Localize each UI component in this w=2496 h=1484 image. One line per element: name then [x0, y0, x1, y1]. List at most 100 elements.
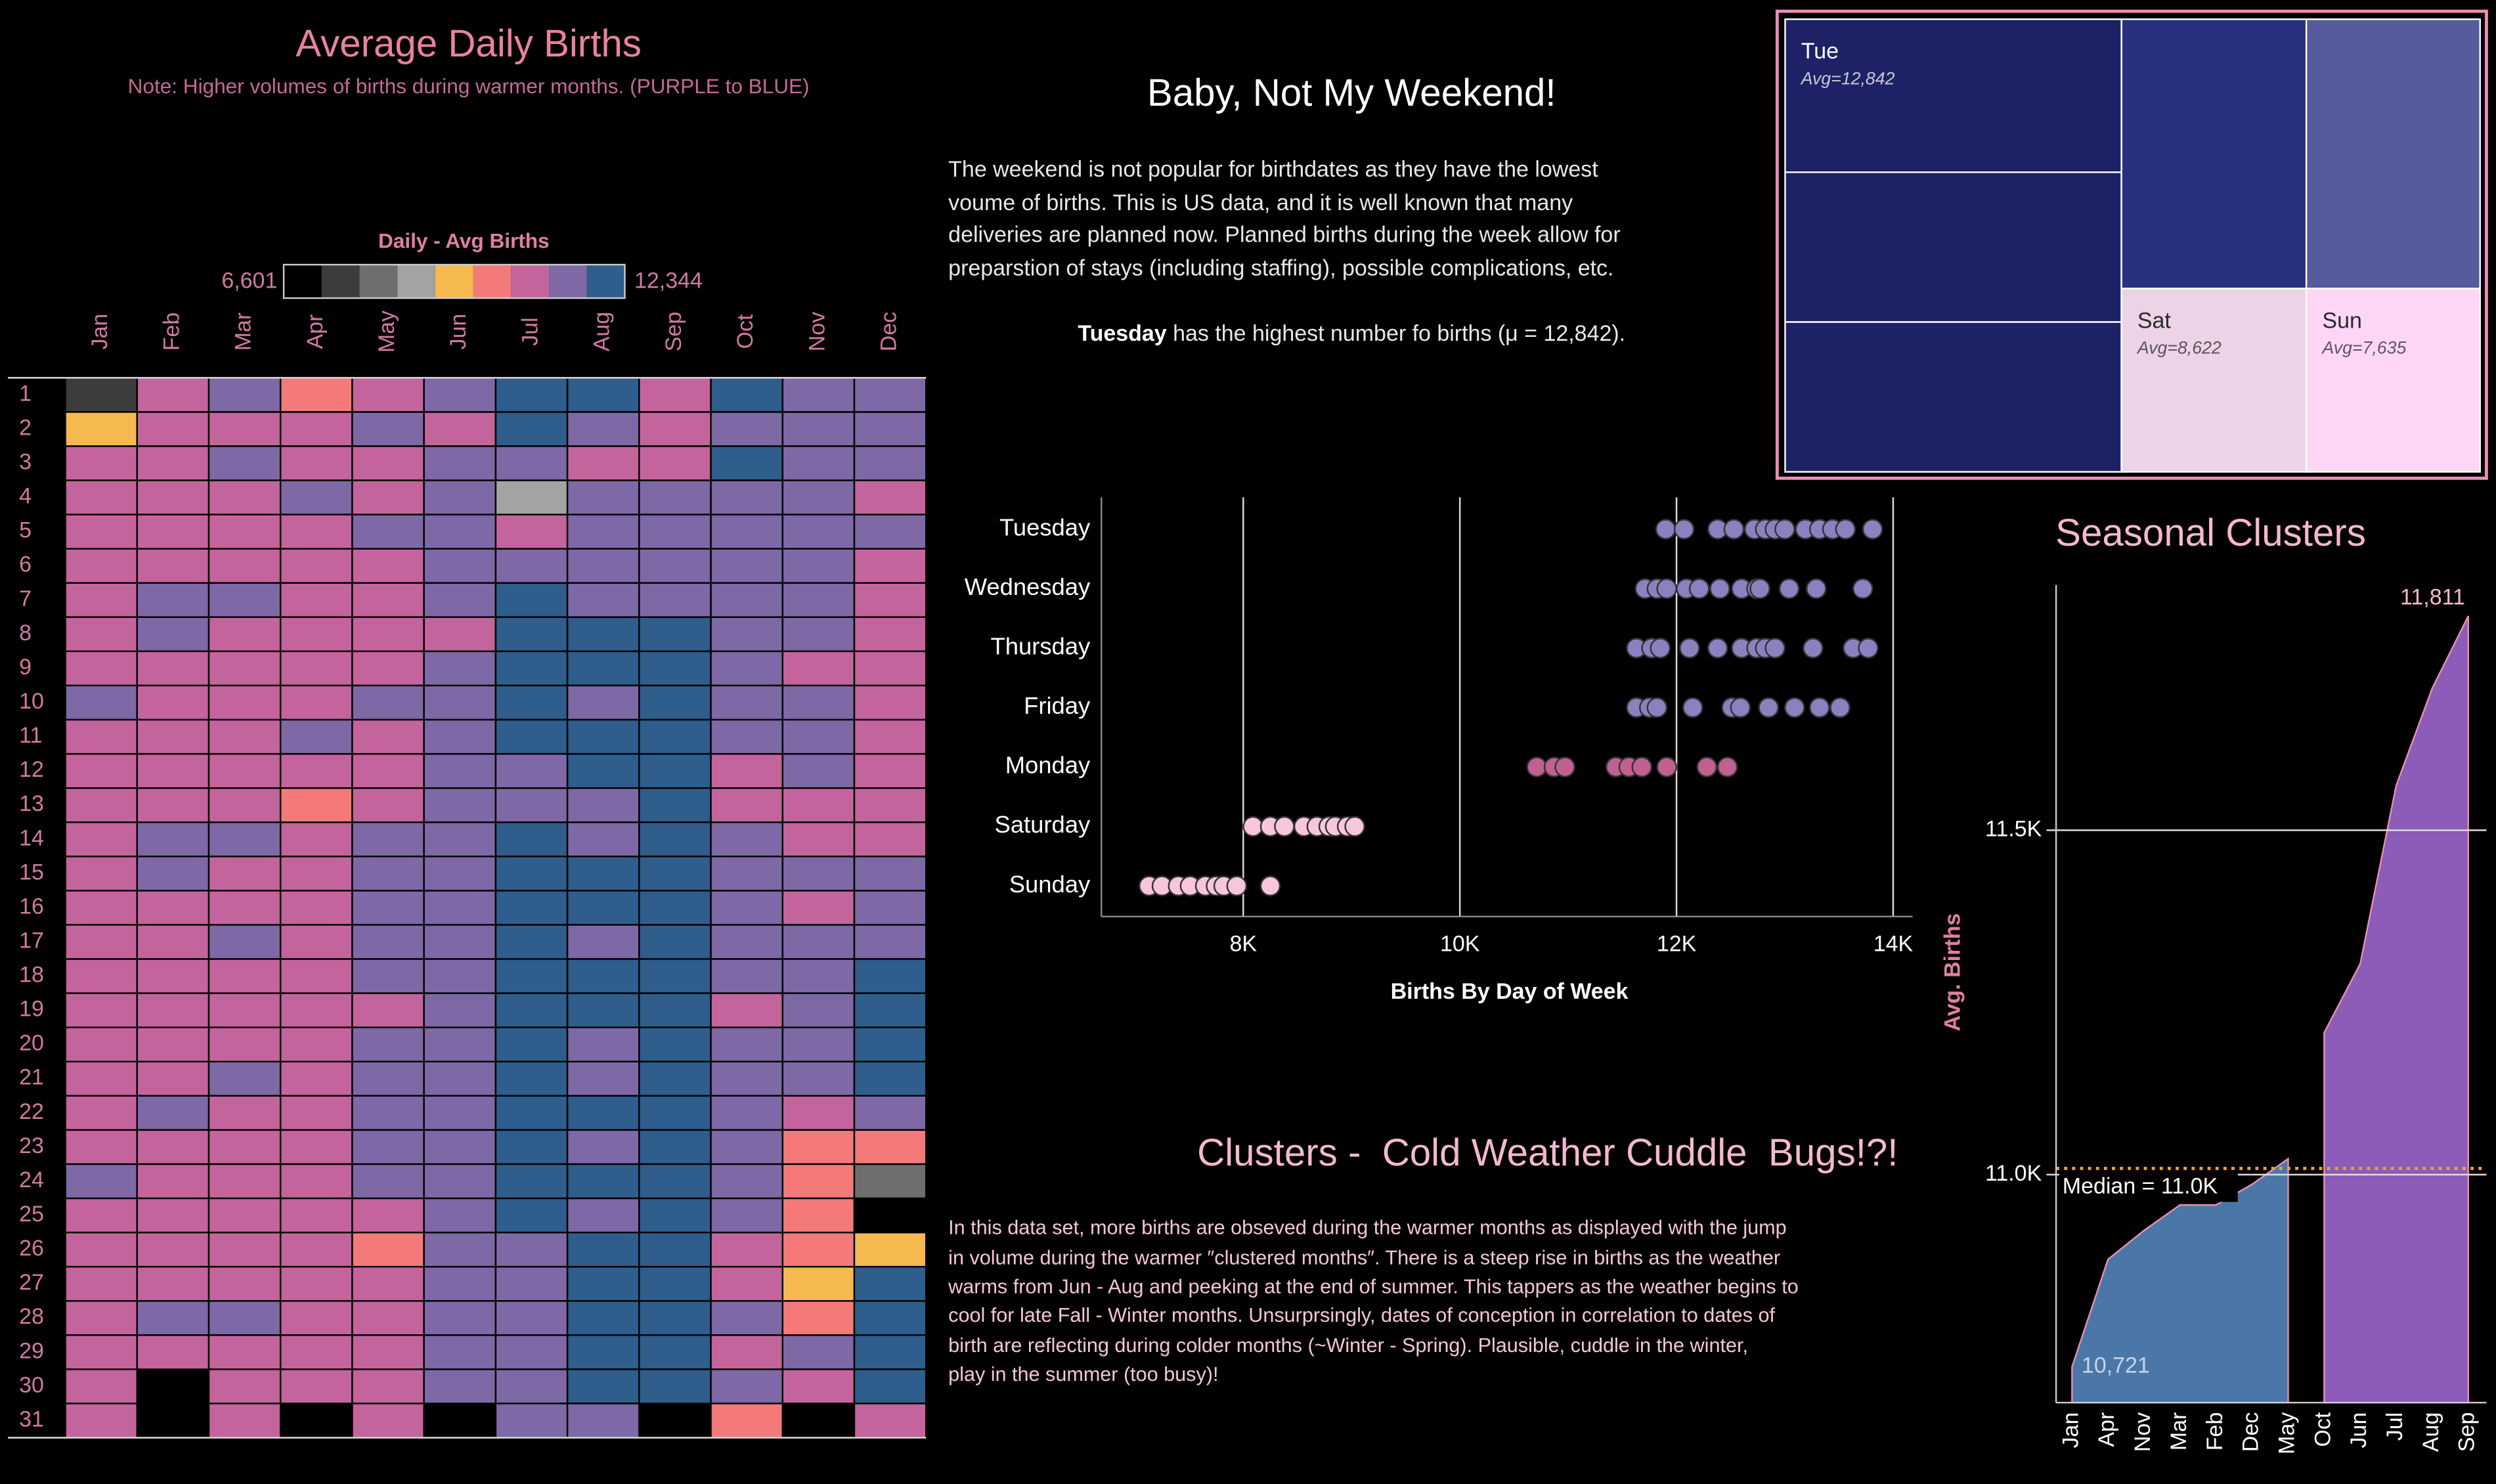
- heat-cell: [279, 513, 353, 550]
- heat-cell: [351, 548, 425, 584]
- treemap-tile: [1784, 171, 2122, 323]
- x-tick-label: Mar: [2166, 1412, 2191, 1451]
- heat-cell: [494, 753, 569, 789]
- heat-cell: [566, 1265, 640, 1302]
- heat-cell: [781, 445, 856, 481]
- dot: [1673, 519, 1695, 540]
- heat-cell: [423, 1163, 497, 1200]
- heat-cell: [208, 890, 282, 926]
- x-tick-label: Jul: [2382, 1412, 2407, 1441]
- x-axis-title: Births By Day of Week: [1391, 979, 1629, 1004]
- heat-cell: [423, 787, 497, 823]
- heat-cell: [638, 616, 712, 653]
- heat-cell: [853, 924, 927, 960]
- heat-cell: [136, 718, 210, 755]
- heat-cell: [423, 1060, 497, 1097]
- tile-value: Avg=7,635: [2321, 338, 2406, 358]
- heat-cell: [566, 1163, 640, 1200]
- heat-cell: [208, 1197, 282, 1234]
- heat-cell: [351, 856, 425, 892]
- heat-cell: [423, 958, 497, 994]
- heat-cell: [781, 684, 856, 721]
- legend-swatch: [586, 265, 625, 299]
- heat-cell: [566, 377, 640, 413]
- heat-cell: [279, 445, 353, 481]
- heat-cell: [208, 513, 282, 550]
- heat-cell: [136, 1231, 210, 1268]
- heat-cell: [853, 821, 927, 858]
- heat-cell: [64, 1129, 138, 1166]
- heat-cell: [279, 1163, 353, 1200]
- heat-cell: [710, 1334, 783, 1370]
- y-tick-label: 25: [19, 1202, 44, 1227]
- heat-cell: [136, 582, 210, 619]
- heat-cell: [423, 856, 497, 892]
- heat-cell: [423, 1299, 497, 1336]
- clusters-line: play in the summer (too busy)!: [948, 1363, 1218, 1386]
- heat-cell: [423, 924, 497, 960]
- heat-cell: [64, 1368, 138, 1405]
- heat-cell: [423, 753, 497, 789]
- y-tick-label: 6: [19, 552, 32, 577]
- heat-cell: [494, 1095, 569, 1131]
- heat-cell: [279, 958, 353, 994]
- heat-cell: [279, 1231, 353, 1268]
- dot: [1717, 756, 1738, 777]
- legend-swatch: [321, 265, 360, 299]
- heat-cell: [566, 479, 640, 515]
- dot: [1730, 697, 1751, 718]
- heat-cell: [208, 1334, 282, 1370]
- heat-cell: [351, 616, 425, 653]
- dot: [1242, 816, 1263, 837]
- heat-cell: [279, 992, 353, 1028]
- y-tick-label: 23: [19, 1133, 44, 1158]
- x-tick-label: Dec: [877, 312, 902, 351]
- heat-cell: [781, 1060, 856, 1097]
- heat-cell: [853, 650, 927, 687]
- heat-cell: [208, 548, 282, 584]
- heat-cell: [279, 890, 353, 926]
- tile-label: Sun: [2322, 308, 2361, 333]
- heat-cell: [710, 718, 783, 755]
- heat-cell: [208, 684, 282, 721]
- heat-cell: [351, 1163, 425, 1200]
- story-line: The weekend is not popular for birthdate…: [948, 157, 1598, 182]
- heat-cell: [494, 992, 569, 1028]
- heat-cell: [423, 1231, 497, 1268]
- y-tick-label: 28: [19, 1304, 44, 1329]
- heat-cell: [136, 548, 210, 584]
- heat-cell: [351, 684, 425, 721]
- x-tick-label: Aug: [2419, 1412, 2443, 1452]
- y-axis-title: Avg. Births: [1940, 913, 1965, 1032]
- heat-cell: [136, 958, 210, 994]
- heat-cell: [208, 856, 282, 892]
- heat-cell: [494, 1231, 569, 1268]
- heat-cell: [279, 718, 353, 755]
- heat-cell: [279, 1060, 353, 1097]
- heat-cell: [351, 1197, 425, 1234]
- heat-cell: [638, 650, 712, 687]
- heat-cell: [64, 1163, 138, 1200]
- heat-cell: [64, 582, 138, 619]
- clusters-line: cool for late Fall - Winter months. Unsu…: [948, 1304, 1775, 1326]
- heat-cell: [136, 650, 210, 687]
- heat-cell: [710, 548, 783, 584]
- y-tick-label: 11: [19, 723, 42, 748]
- heat-cell: [638, 1299, 712, 1336]
- legend-min: 6,601: [221, 269, 277, 294]
- heat-cell: [423, 479, 497, 515]
- heat-cell: [853, 958, 927, 994]
- heat-cell: [566, 650, 640, 687]
- heat-cell: [351, 650, 425, 687]
- heat-cell: [279, 1197, 353, 1234]
- y-tick-label: 4: [19, 484, 32, 509]
- y-tick-label: Thursday: [991, 633, 1091, 660]
- heat-cell: [351, 890, 425, 926]
- heat-cell: [423, 992, 497, 1028]
- heat-cell: [136, 684, 210, 721]
- heat-cell: [208, 445, 282, 481]
- heat-cell: [64, 856, 138, 892]
- chart-subtitle: Note: Higher volumes of births during wa…: [128, 74, 810, 98]
- heat-cell: [638, 924, 712, 960]
- treemap-frame: [1775, 9, 2488, 480]
